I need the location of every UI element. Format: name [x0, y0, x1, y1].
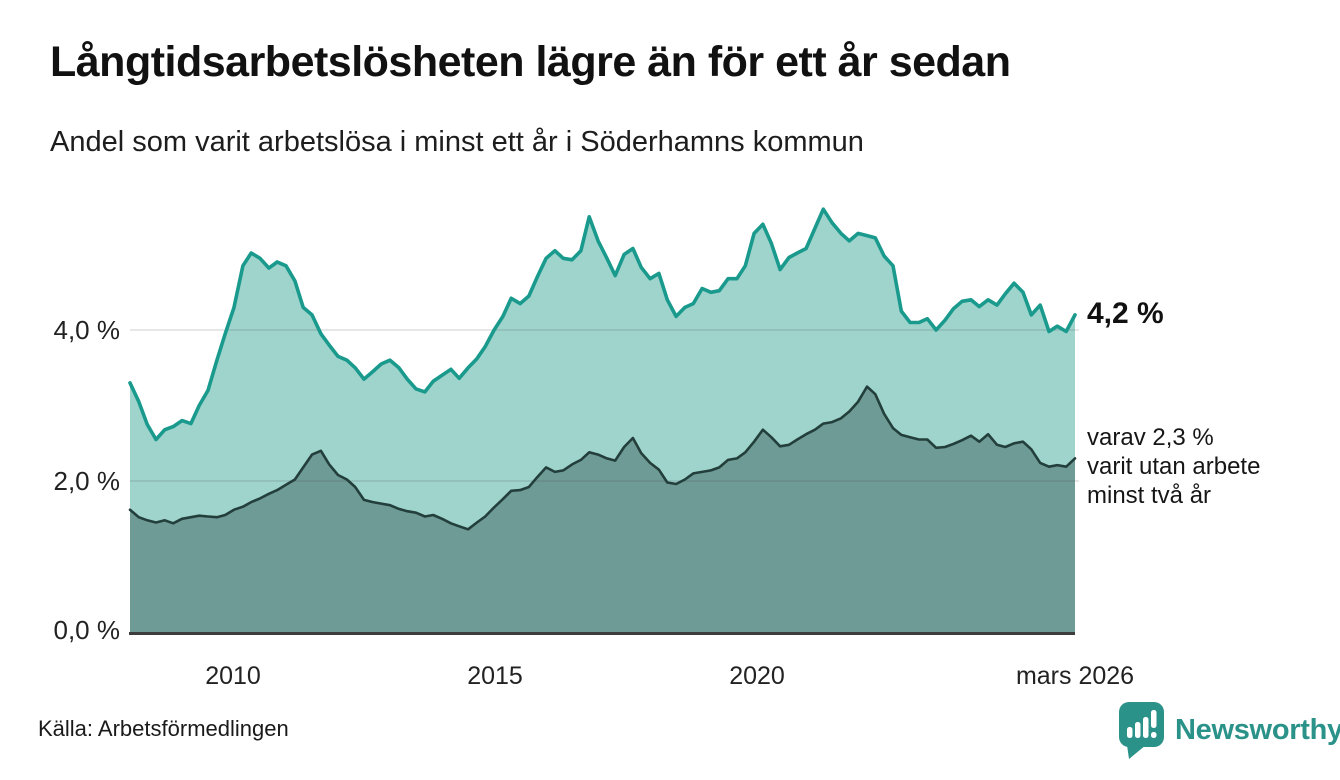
latest-value-label: 4,2 %	[1087, 297, 1164, 330]
x-axis-tick-2020: 2020	[729, 662, 785, 690]
secondary-label-line2: varit utan arbete	[1087, 453, 1261, 480]
y-axis-tick-4: 4,0 %	[53, 315, 121, 345]
newsworthy-icon	[1119, 702, 1164, 759]
newsworthy-wordmark: Newsworthy	[1175, 714, 1340, 746]
y-axis-tick-0: 0,0 %	[53, 615, 121, 645]
x-axis-tick-latest: mars 2026	[1015, 662, 1135, 690]
secondary-label-line1: varav 2,3 %	[1087, 424, 1214, 451]
newsworthy-logo: Newsworthy	[1118, 701, 1340, 760]
page-subtitle: Andel som varit arbetslösa i minst ett å…	[50, 126, 864, 158]
secondary-label-line3: minst två år	[1087, 482, 1212, 509]
x-axis-tick-2015: 2015	[467, 662, 523, 690]
source-credit: Källa: Arbetsförmedlingen	[38, 716, 289, 741]
y-axis-tick-2: 2,0 %	[53, 466, 121, 496]
page-title: Långtidsarbetslösheten lägre än för ett …	[50, 38, 1011, 86]
x-axis-tick-2010: 2010	[205, 662, 261, 690]
series-line-0	[128, 207, 1077, 442]
series-line-1	[128, 385, 1077, 531]
series-area-1	[130, 386, 1075, 632]
secondary-value-label: varav 2,3 % varit utan arbete minst två …	[1087, 423, 1260, 510]
